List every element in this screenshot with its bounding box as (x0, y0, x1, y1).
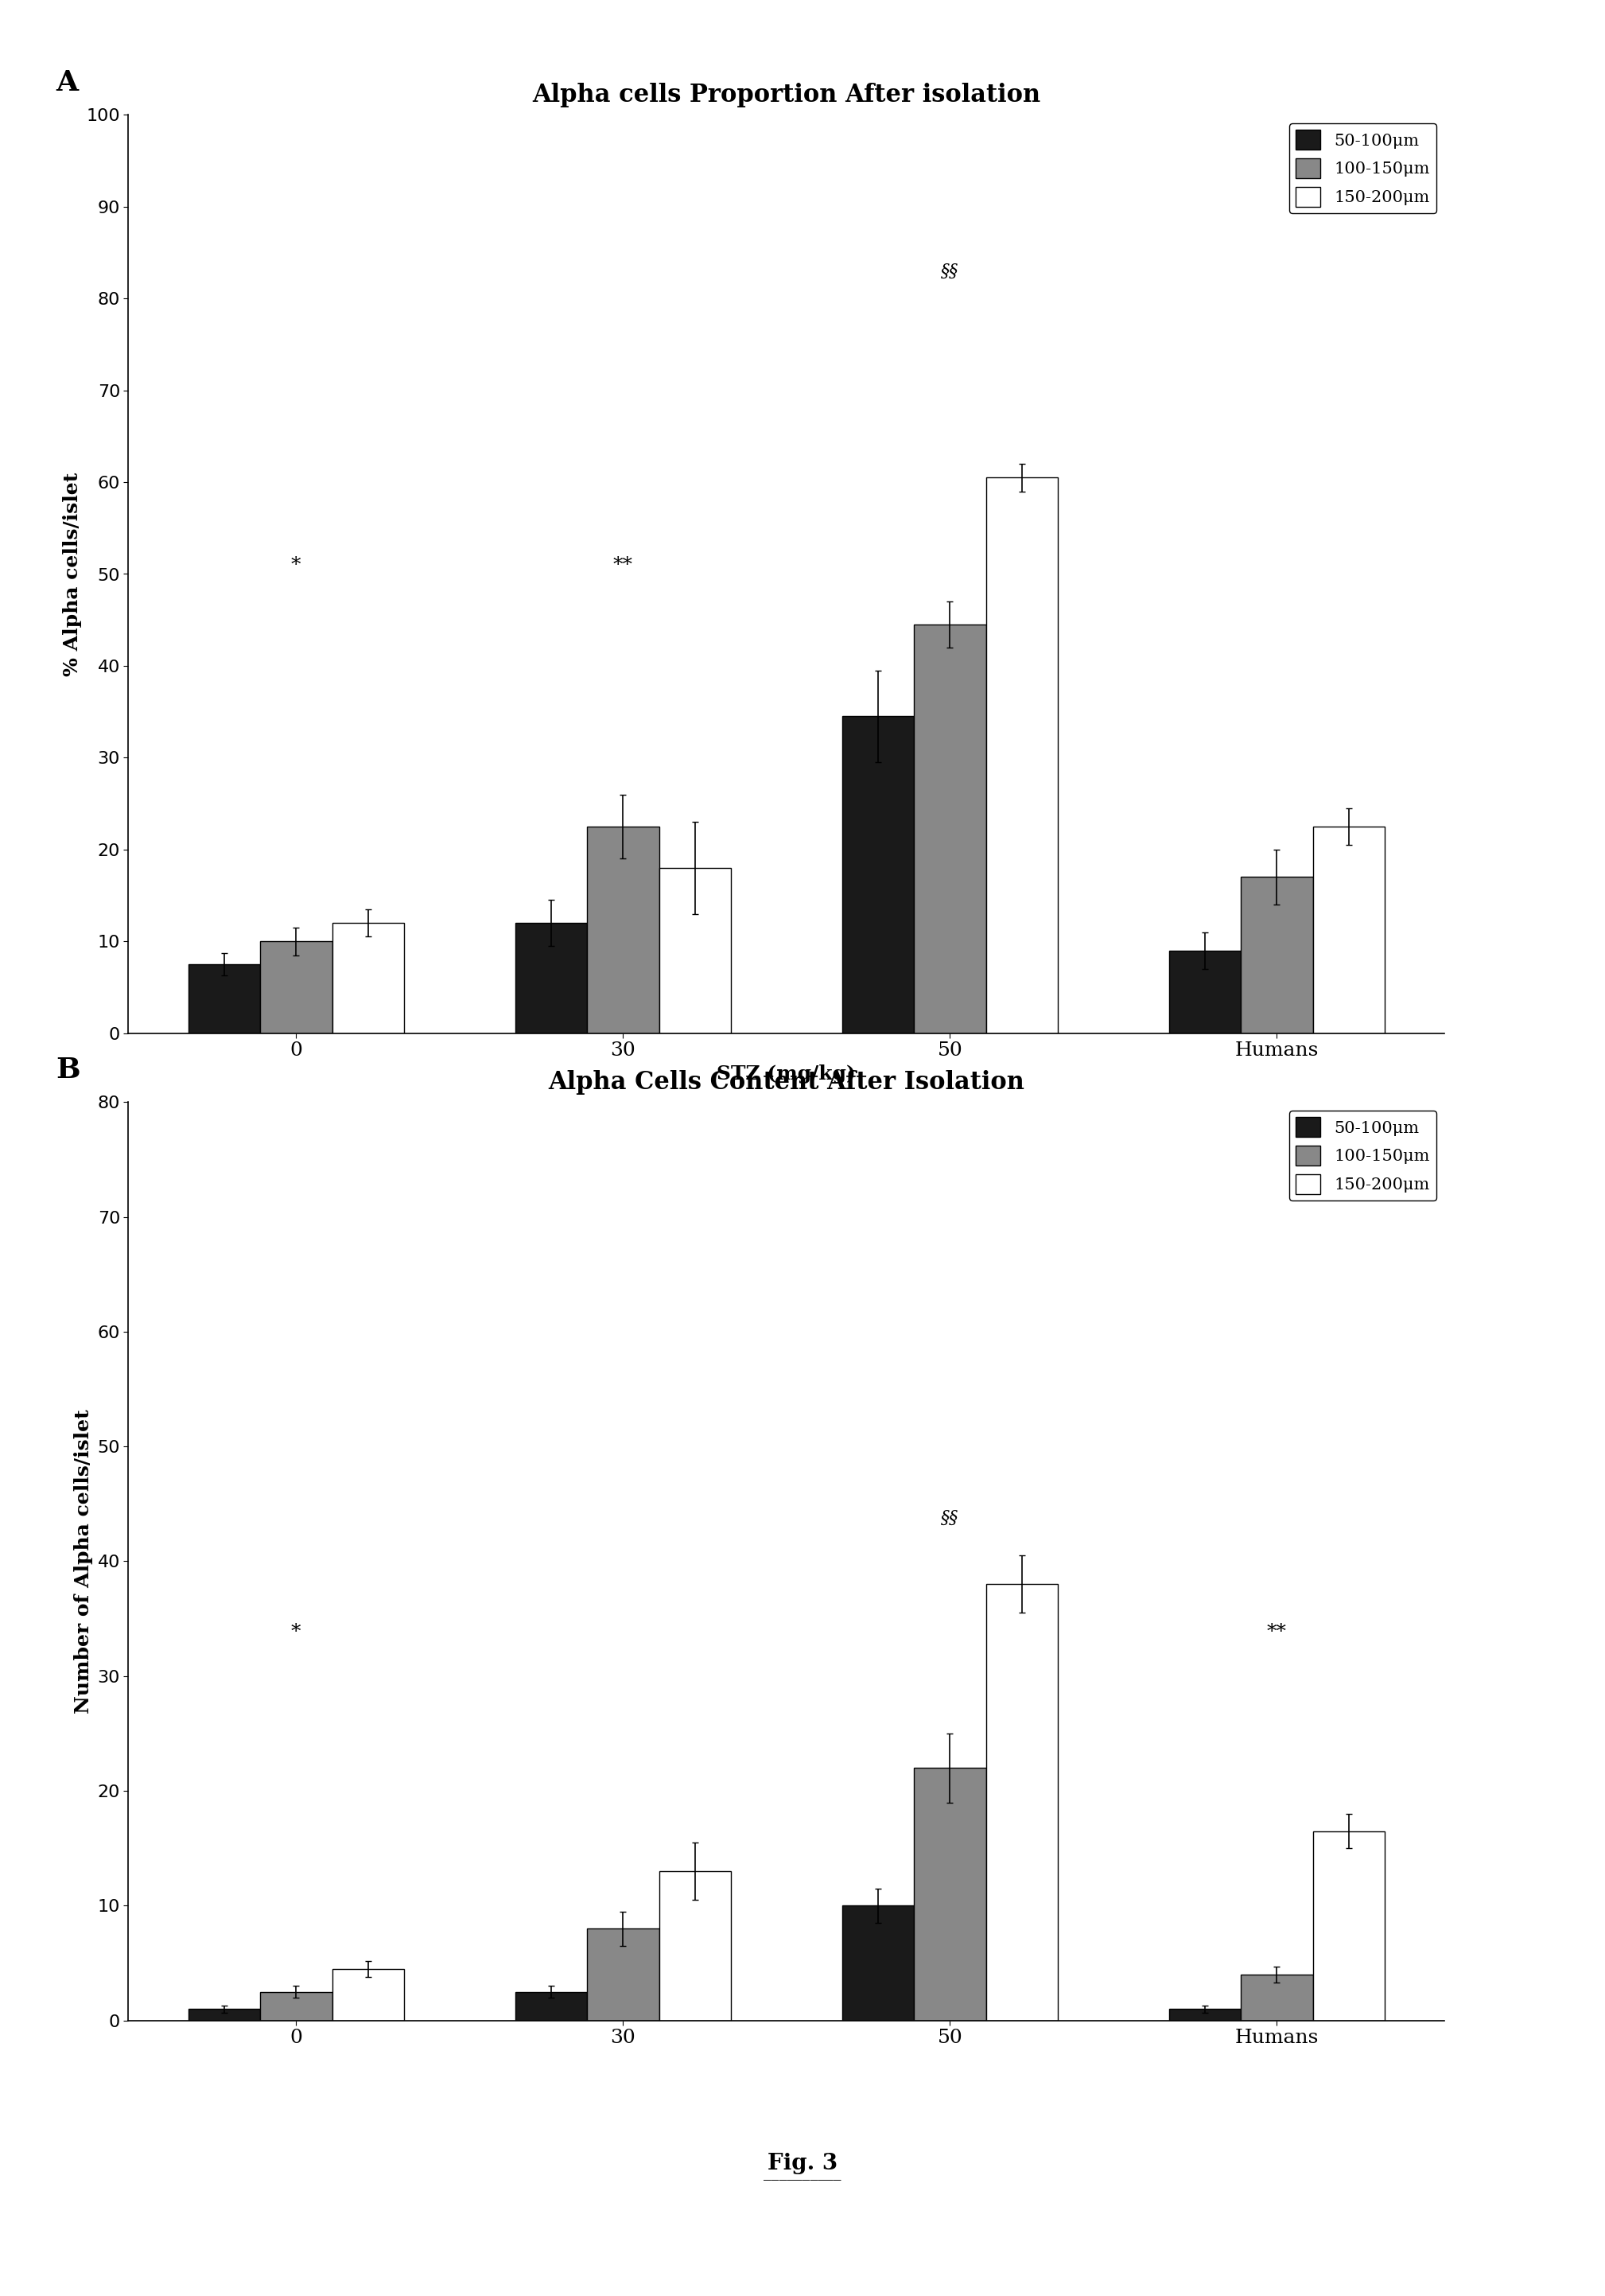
Bar (843, 716, 913, 1033)
Bar (1241, 877, 1313, 1033)
Text: §§: §§ (941, 262, 958, 280)
Bar (260, 941, 332, 1033)
Bar (843, 1906, 913, 2020)
Bar (260, 1991, 332, 2020)
Bar (188, 964, 260, 1033)
Text: __________: __________ (764, 2165, 841, 2181)
Title: Alpha Cells Content After Isolation: Alpha Cells Content After Isolation (549, 1070, 1024, 1095)
Bar (1168, 951, 1241, 1033)
Bar (188, 2009, 260, 2020)
X-axis label: STZ (mg/kg): STZ (mg/kg) (717, 1065, 855, 1084)
Bar (660, 1871, 730, 2020)
Y-axis label: % Alpha cells/islet: % Alpha cells/islet (63, 473, 82, 675)
Text: A: A (56, 69, 79, 96)
Text: Fig. 3: Fig. 3 (767, 2154, 838, 2174)
Legend: 50-100μm, 100-150μm, 150-200μm: 50-100μm, 100-150μm, 150-200μm (1289, 1111, 1436, 1201)
Text: B: B (56, 1056, 80, 1084)
Bar (913, 1768, 985, 2020)
Bar (332, 1970, 404, 2020)
Bar (1313, 1832, 1385, 2020)
Bar (1168, 2009, 1241, 2020)
Text: *: * (291, 556, 302, 574)
Bar (913, 625, 985, 1033)
Y-axis label: Number of Alpha cells/islet: Number of Alpha cells/islet (74, 1410, 93, 1713)
Bar (587, 1929, 660, 2020)
Text: **: ** (613, 556, 632, 574)
Text: §§: §§ (941, 1508, 958, 1527)
Text: **: ** (1266, 1623, 1287, 1642)
Bar (1313, 827, 1385, 1033)
Text: *: * (291, 1623, 302, 1642)
Bar (985, 478, 1058, 1033)
Bar (985, 1584, 1058, 2020)
Bar (515, 923, 587, 1033)
Bar (515, 1991, 587, 2020)
Title: Alpha cells Proportion After isolation: Alpha cells Proportion After isolation (533, 83, 1040, 108)
Bar (332, 923, 404, 1033)
Legend: 50-100μm, 100-150μm, 150-200μm: 50-100μm, 100-150μm, 150-200μm (1289, 124, 1436, 214)
Bar (660, 868, 730, 1033)
Bar (587, 827, 660, 1033)
Bar (1241, 1975, 1313, 2020)
